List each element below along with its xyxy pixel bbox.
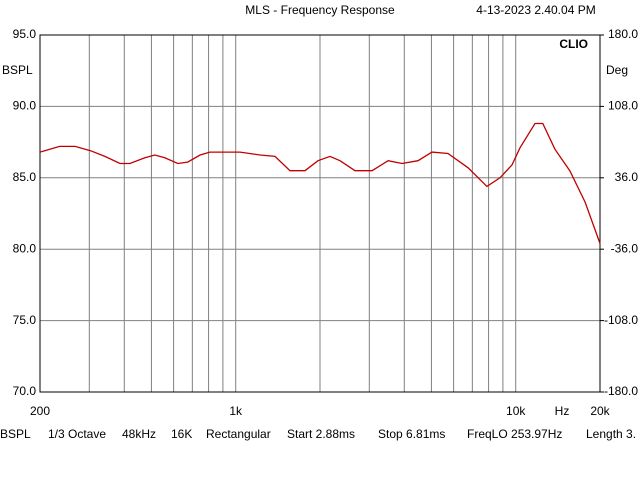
- status-field: BSPL: [0, 427, 31, 441]
- y2-tick-label: 180.0: [608, 27, 638, 41]
- chart-title: MLS - Frequency Response: [245, 3, 395, 17]
- y-tick-label: 80.0: [13, 241, 37, 255]
- x-tick-label: 200: [30, 404, 50, 418]
- status-field: Start 2.88ms: [287, 427, 355, 441]
- y2-tick-label: 36.0: [615, 170, 639, 184]
- y2-axis-label: Deg: [606, 63, 628, 77]
- brand-label: CLIO: [559, 37, 588, 51]
- y-tick-label: 90.0: [13, 99, 37, 113]
- status-field: Rectangular: [206, 427, 271, 441]
- series-line: [39, 122, 601, 244]
- y2-tick-label: -108.0: [604, 313, 638, 327]
- timestamp: 4-13-2023 2.40.04 PM: [476, 3, 595, 17]
- y2-tick-label: 108.0: [608, 99, 638, 113]
- x-tick-label: 20k: [590, 404, 610, 418]
- y-tick-label: 75.0: [13, 313, 37, 327]
- status-field: FreqLO 253.97Hz: [467, 427, 562, 441]
- status-field: Stop 6.81ms: [378, 427, 445, 441]
- x-axis-label: Hz: [555, 404, 570, 418]
- plot-frame: [39, 34, 601, 393]
- y2-tick-label: -36.0: [611, 241, 639, 255]
- status-field: 16K: [171, 427, 192, 441]
- y2-tick-label: -180.0: [604, 384, 638, 398]
- y-tick-label: 85.0: [13, 170, 37, 184]
- x-tick-label: 1k: [229, 404, 243, 418]
- y-axis-label: BSPL: [2, 63, 33, 77]
- status-field: 1/3 Octave: [48, 427, 106, 441]
- y-tick-label: 70.0: [13, 384, 37, 398]
- y-tick-label: 95.0: [13, 27, 37, 41]
- status-field: Length 3.: [586, 427, 636, 441]
- status-field: 48kHz: [122, 427, 156, 441]
- x-tick-label: 10k: [506, 404, 526, 418]
